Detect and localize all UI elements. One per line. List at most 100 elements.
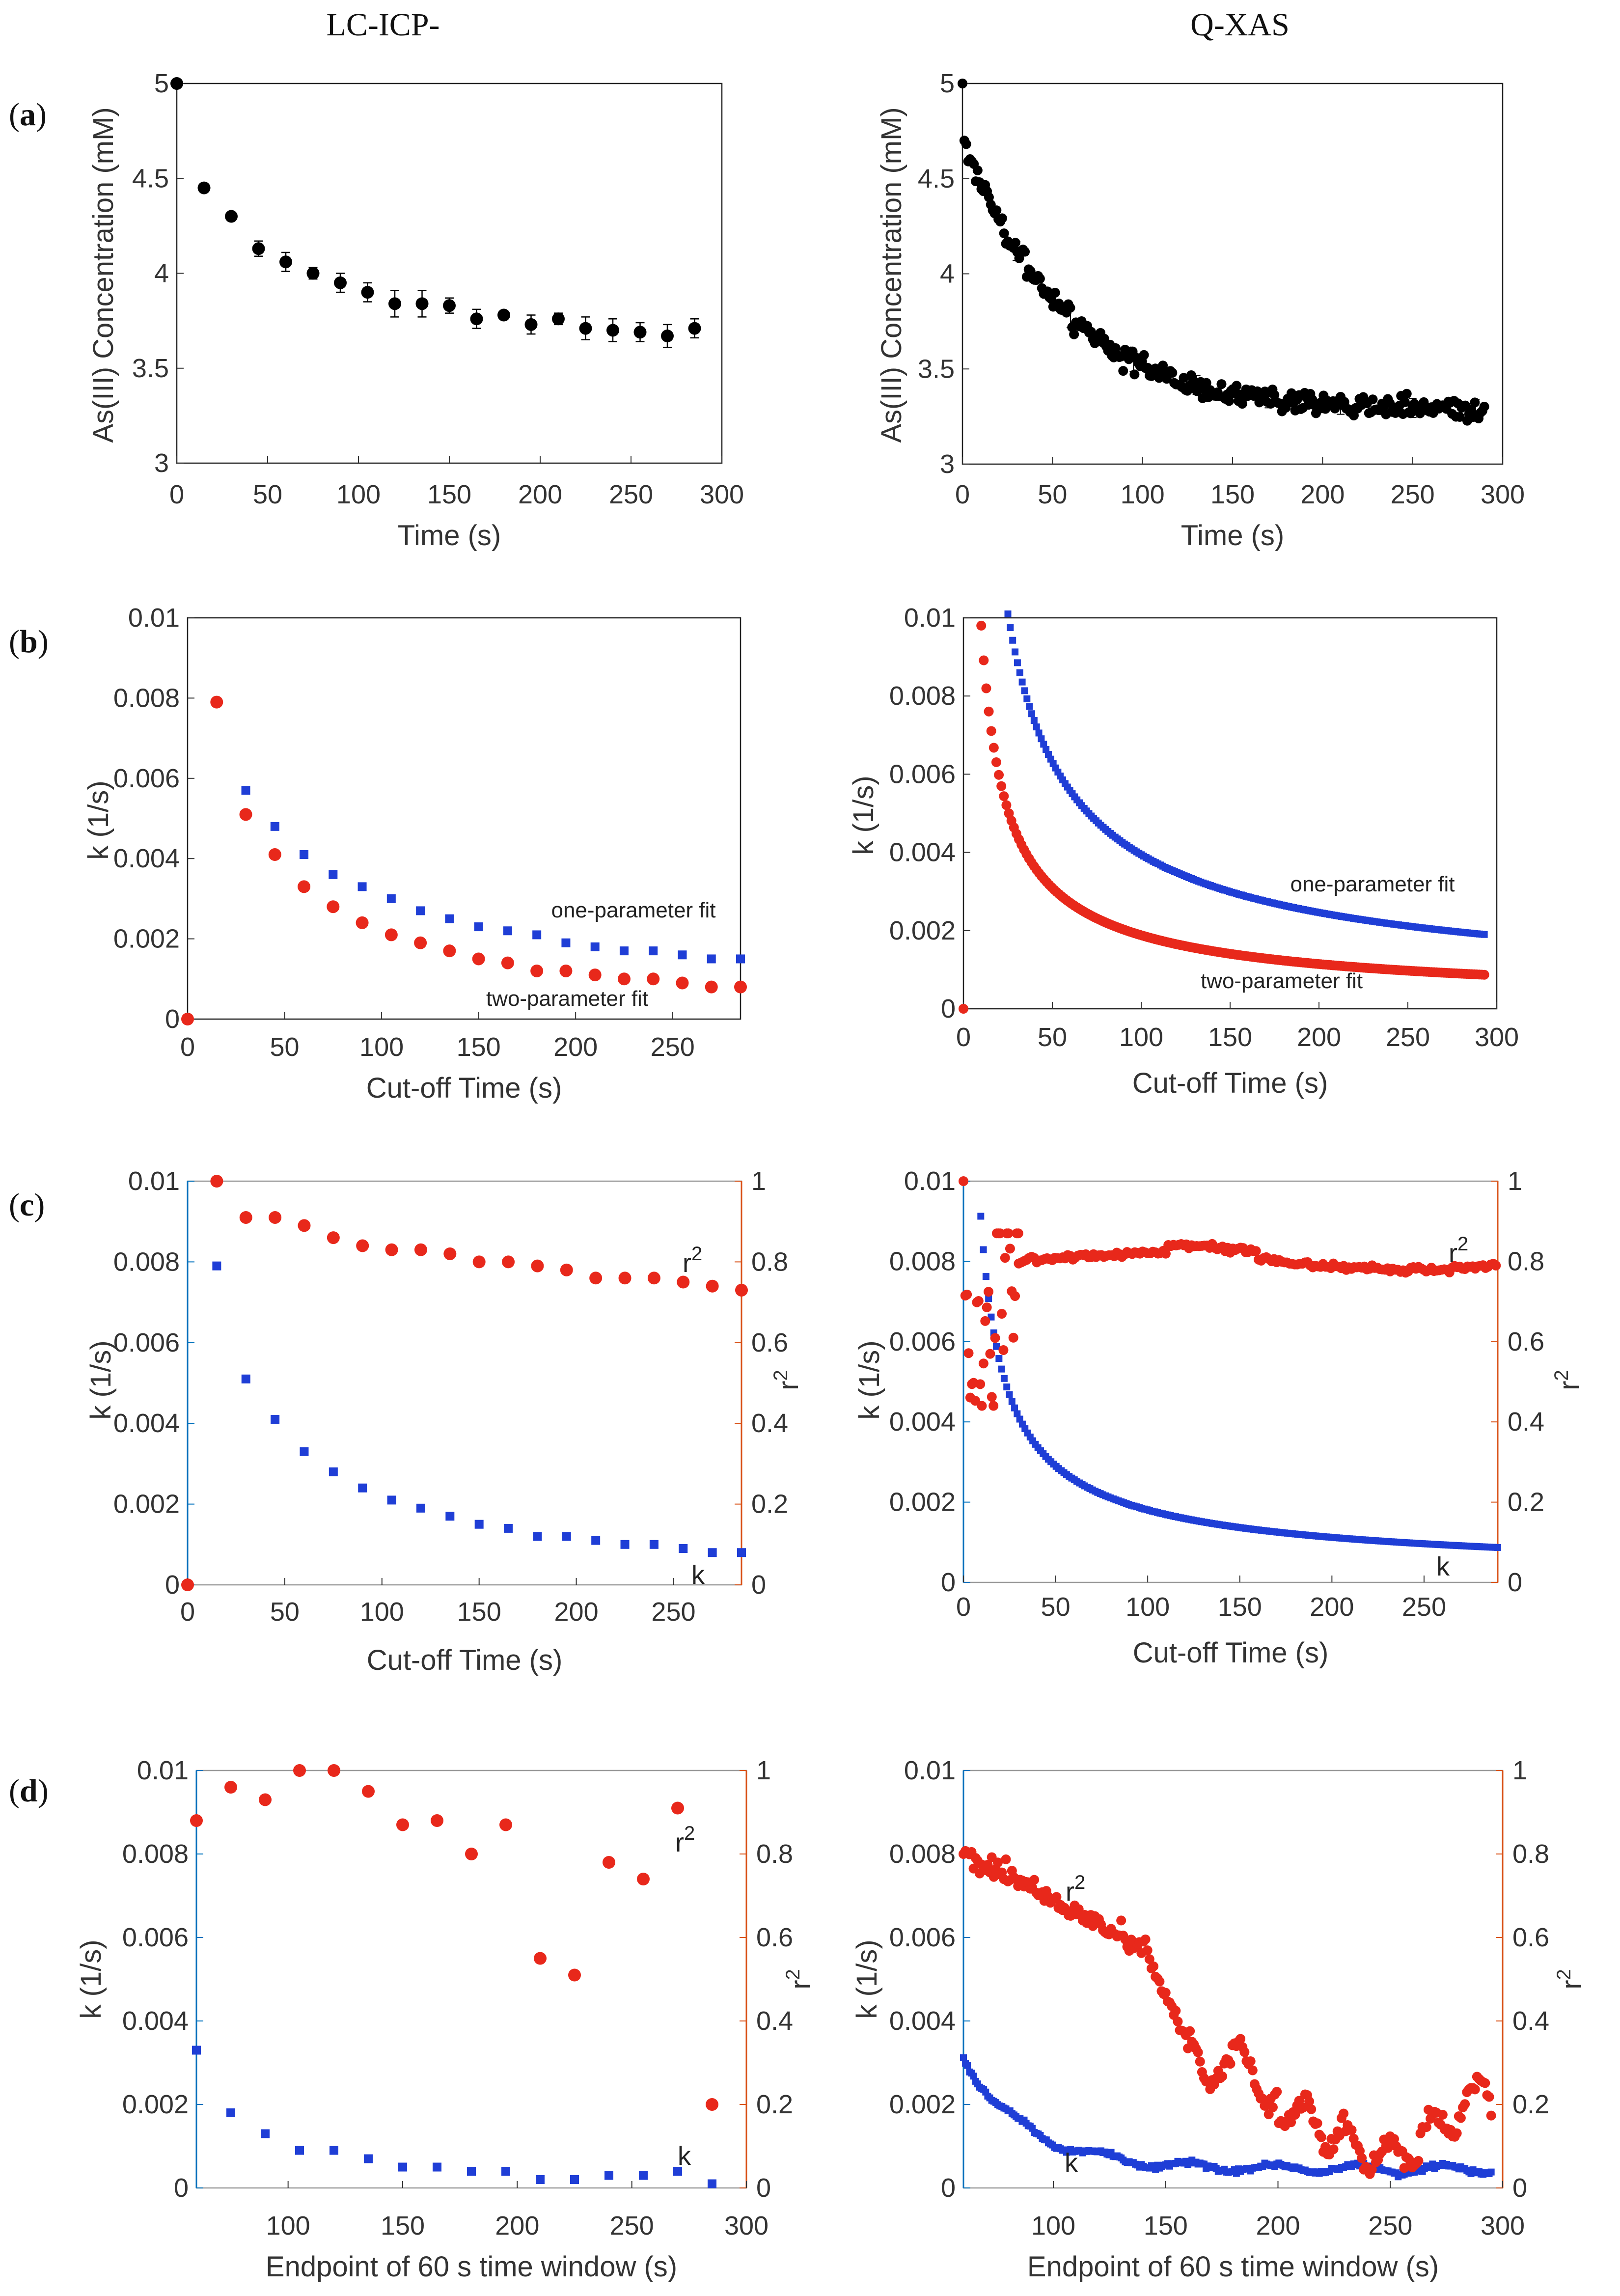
y-tick-label: 0 bbox=[941, 1568, 956, 1597]
annotation-k: k bbox=[1436, 1552, 1450, 1581]
x-tick-label: 200 bbox=[554, 1597, 599, 1627]
data-point bbox=[649, 1540, 659, 1549]
data-point bbox=[604, 2171, 613, 2180]
y2-tick-label: 1 bbox=[751, 1166, 766, 1196]
data-point bbox=[560, 1263, 573, 1276]
data-point bbox=[1086, 327, 1096, 337]
data-point bbox=[590, 942, 600, 951]
y-tick-label: 0.004 bbox=[122, 2006, 189, 2036]
data-point bbox=[992, 1857, 1003, 1868]
x-tick-label: 200 bbox=[1297, 1023, 1341, 1052]
series-one-parameter-fit bbox=[241, 786, 745, 964]
y-tick-label: 0.01 bbox=[137, 1756, 189, 1785]
data-point bbox=[1029, 1875, 1040, 1885]
data-point bbox=[981, 683, 991, 693]
data-point bbox=[414, 1243, 427, 1256]
data-point bbox=[1195, 2056, 1205, 2067]
chart-d-right: 100 150 200 250 3000.010.0080.0060.0040.0020… bbox=[851, 1756, 1588, 2283]
plot-frame bbox=[187, 617, 741, 1020]
data-point bbox=[472, 1255, 486, 1269]
chart-b-right: 0 50 100 150 200 250 300 0 0.002 0.004 0.006 0.008 0… bbox=[848, 603, 1519, 1099]
x-tick-label: 150 bbox=[1218, 1592, 1262, 1622]
data-point bbox=[1154, 1976, 1165, 1987]
data-point bbox=[1224, 396, 1234, 406]
data-point bbox=[1479, 969, 1489, 980]
y2-axis-label: r2 bbox=[782, 1969, 817, 1990]
data-point bbox=[387, 1495, 396, 1505]
data-point bbox=[329, 1467, 338, 1476]
panel-label-b: (b) bbox=[9, 624, 49, 660]
data-point bbox=[1028, 710, 1036, 718]
data-point bbox=[474, 1520, 484, 1529]
data-point bbox=[1239, 2047, 1250, 2057]
x-axis-label: Cut-off Time (s) bbox=[366, 1072, 562, 1104]
data-point bbox=[991, 205, 1002, 216]
y-tick-label: 0.004 bbox=[113, 1409, 180, 1438]
data-point bbox=[1001, 1854, 1011, 1864]
data-point bbox=[530, 964, 544, 977]
y-tick-label: 0 bbox=[165, 1004, 180, 1034]
data-point bbox=[977, 1213, 985, 1220]
y2-axis-label: r2 bbox=[1553, 1969, 1588, 1990]
data-point bbox=[999, 228, 1009, 239]
data-point bbox=[1185, 2026, 1195, 2036]
data-point bbox=[1201, 378, 1211, 388]
y-tick-label: 0 bbox=[174, 2173, 189, 2203]
data-point bbox=[293, 1764, 306, 1777]
data-point bbox=[300, 1447, 309, 1456]
data-point bbox=[1171, 2006, 1181, 2016]
y-axis-label: k (1/s) bbox=[853, 1340, 885, 1419]
data-point bbox=[978, 1358, 988, 1369]
data-point bbox=[986, 726, 996, 736]
panel-label-c: (c) bbox=[9, 1187, 45, 1223]
data-point bbox=[1267, 2102, 1278, 2112]
data-point bbox=[970, 1396, 981, 1406]
data-point bbox=[973, 1296, 984, 1306]
y2-tick-label: 0.4 bbox=[1512, 2006, 1549, 2036]
data-point bbox=[1051, 1892, 1062, 1902]
y-tick-label: 3.5 bbox=[918, 354, 955, 384]
data-point bbox=[501, 2167, 510, 2176]
data-point bbox=[1401, 388, 1412, 399]
data-point bbox=[588, 968, 602, 982]
data-point bbox=[995, 1355, 1003, 1362]
x-tick-label: 50 bbox=[253, 480, 282, 509]
x-axis-label: Cut-off Time (s) bbox=[1132, 1067, 1328, 1099]
x-tick-label: 300 bbox=[1481, 2211, 1525, 2241]
data-point bbox=[1320, 2142, 1331, 2152]
annotation-k: k bbox=[1065, 2148, 1078, 2178]
data-point bbox=[1298, 2102, 1308, 2113]
y-tick-label: 0.008 bbox=[113, 1247, 180, 1276]
data-point bbox=[1286, 388, 1296, 398]
data-point bbox=[212, 1261, 221, 1271]
y2-tick-label: 0 bbox=[756, 2173, 771, 2203]
data-point bbox=[1232, 381, 1242, 391]
data-point bbox=[1480, 2078, 1490, 2088]
data-point bbox=[618, 1272, 632, 1285]
data-point bbox=[181, 1578, 194, 1591]
data-point bbox=[504, 1523, 513, 1533]
data-point bbox=[416, 906, 425, 915]
data-point bbox=[735, 1283, 748, 1297]
data-point bbox=[533, 1532, 542, 1541]
data-point bbox=[982, 1302, 992, 1312]
data-point bbox=[443, 1247, 457, 1260]
data-point bbox=[298, 1219, 311, 1232]
data-point bbox=[1173, 2017, 1183, 2027]
y-tick-label: 5 bbox=[154, 69, 169, 98]
y-tick-label: 0.004 bbox=[889, 2006, 956, 2036]
data-point bbox=[1009, 636, 1016, 644]
annotation-k: k bbox=[691, 1560, 705, 1590]
data-point bbox=[984, 1287, 994, 1297]
data-point bbox=[959, 1176, 968, 1186]
x-tick-label: 150 bbox=[457, 1597, 501, 1627]
chart-a-left: 0 50 100 150 200 250 300 3 3.5 4 4.5 5 Time (s) As(II… bbox=[87, 69, 744, 552]
data-point bbox=[1452, 2128, 1462, 2138]
data-point bbox=[1065, 303, 1075, 313]
y-tick-label: 0.006 bbox=[113, 1328, 180, 1357]
data-point bbox=[474, 922, 483, 932]
x-tick-label: 0 bbox=[956, 1023, 971, 1052]
x-axis-label: Time (s) bbox=[1181, 520, 1284, 552]
data-point bbox=[979, 655, 989, 665]
data-point bbox=[706, 2098, 718, 2111]
